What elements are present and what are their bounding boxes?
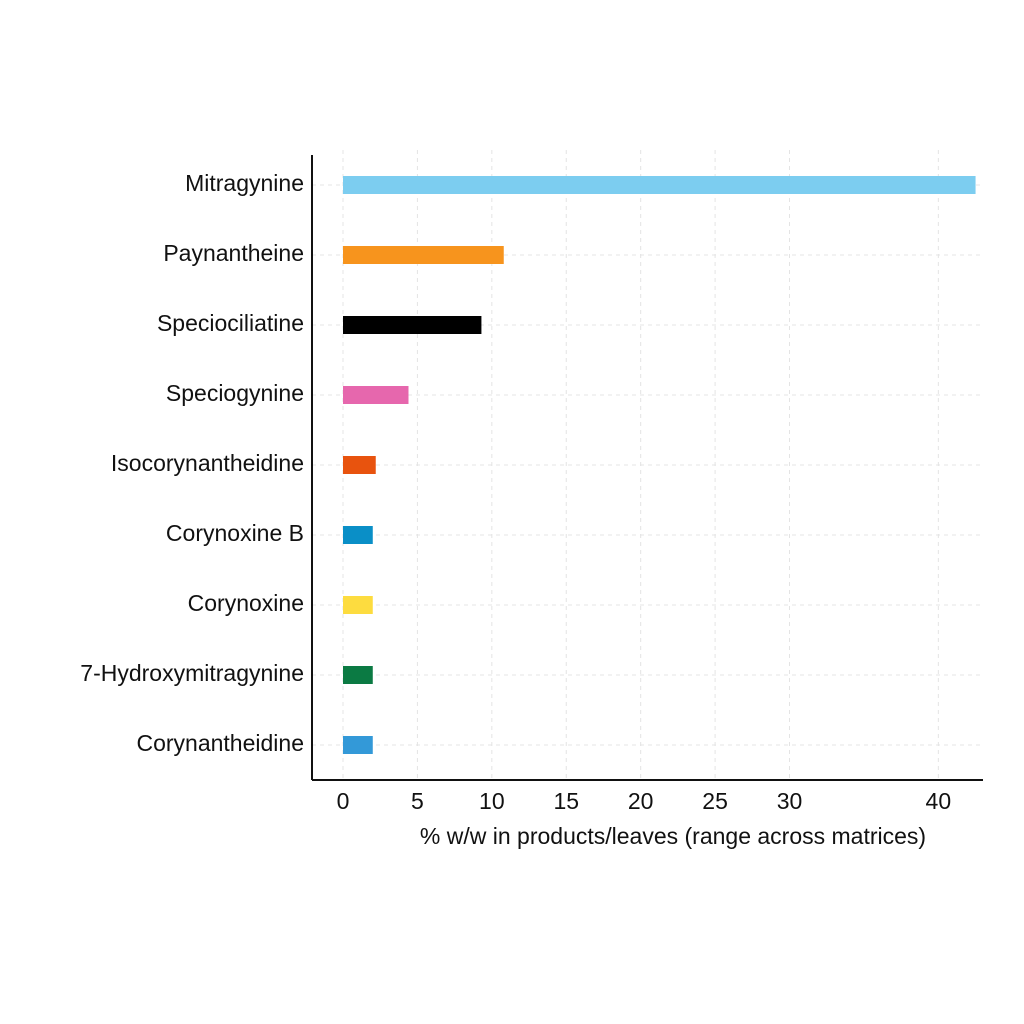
bar — [343, 246, 504, 264]
y-tick-label: Mitragynine — [185, 170, 304, 196]
bar — [343, 316, 482, 334]
y-tick-label: Paynantheine — [163, 240, 304, 266]
bar — [343, 736, 373, 754]
bar — [343, 456, 376, 474]
bar — [343, 386, 409, 404]
y-tick-label: Corynoxine B — [166, 520, 304, 546]
y-tick-label: Corynantheidine — [136, 730, 304, 756]
y-tick-label: 7-Hydroxymitragynine — [80, 660, 304, 686]
x-tick-label: 0 — [337, 788, 350, 814]
x-tick-label: 20 — [628, 788, 654, 814]
x-tick-label: 15 — [553, 788, 579, 814]
x-tick-label: 5 — [411, 788, 424, 814]
y-tick-label: Corynoxine — [188, 590, 304, 616]
bar — [343, 596, 373, 614]
y-tick-label: Isocorynantheidine — [111, 450, 304, 476]
x-tick-label: 10 — [479, 788, 505, 814]
y-tick-label: Speciogynine — [166, 380, 304, 406]
x-axis-label: % w/w in products/leaves (range across m… — [420, 823, 926, 849]
bar — [343, 526, 373, 544]
bar — [343, 176, 976, 194]
x-tick-label: 25 — [702, 788, 728, 814]
x-tick-label: 30 — [777, 788, 803, 814]
x-tick-label: 40 — [926, 788, 952, 814]
y-tick-label: Speciociliatine — [157, 310, 304, 336]
bar — [343, 666, 373, 684]
